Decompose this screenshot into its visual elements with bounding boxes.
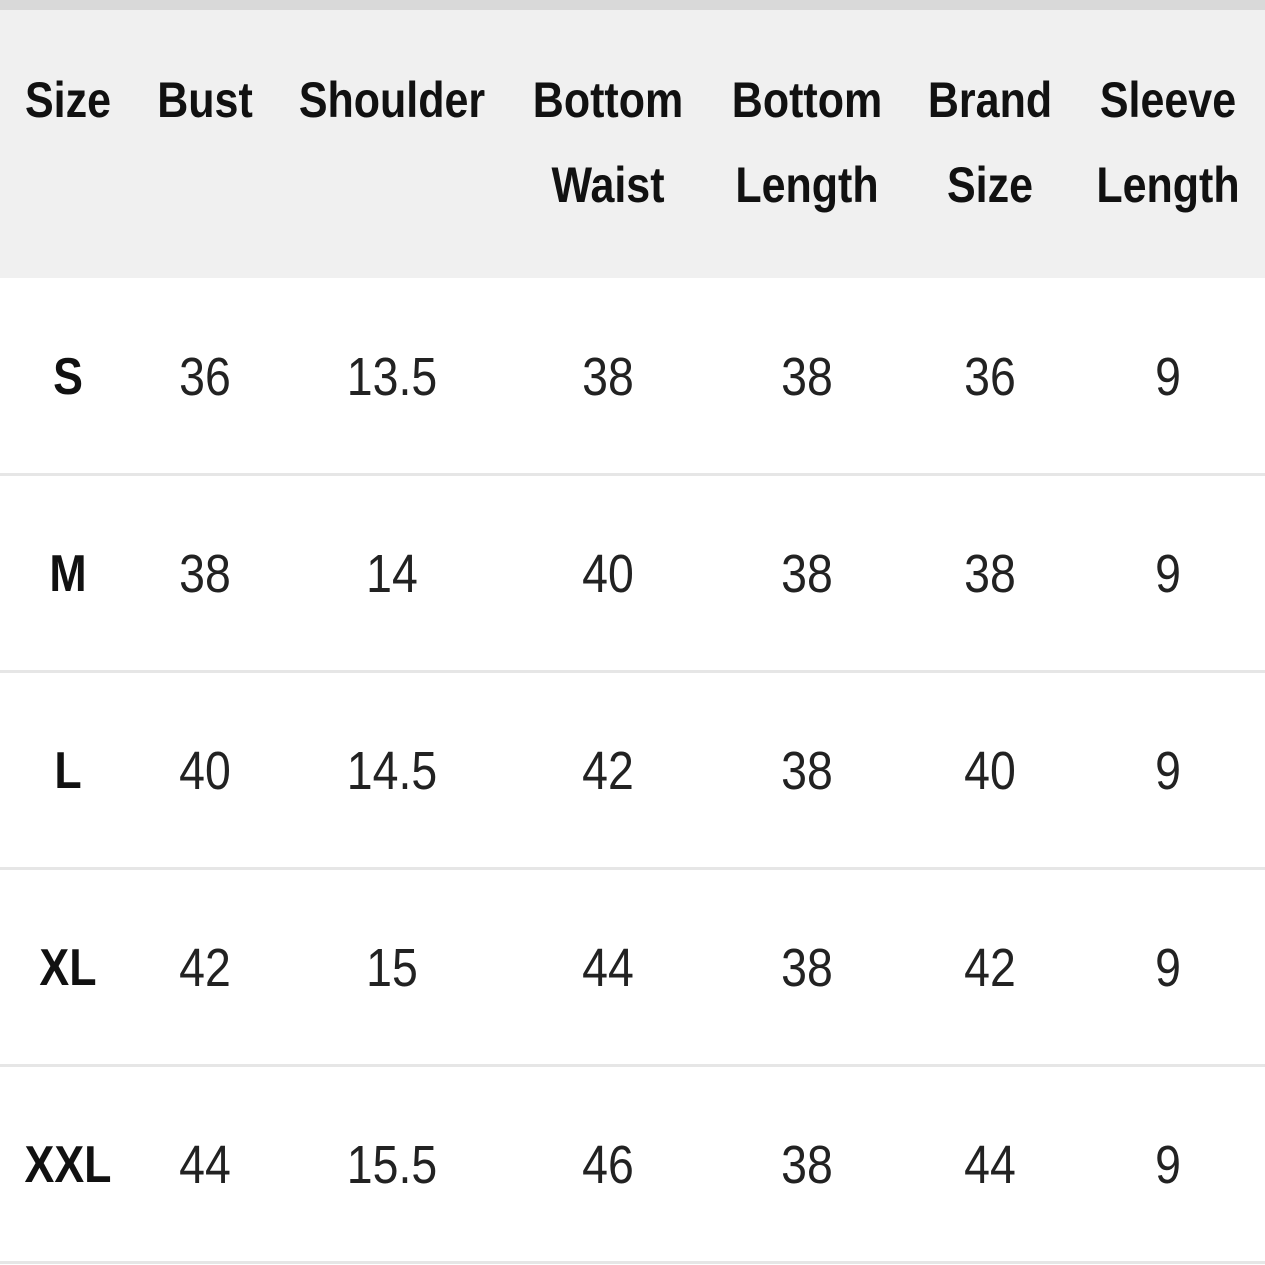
cell-value: 14.5	[346, 740, 438, 801]
cell-value: 38	[781, 740, 833, 801]
column-header: Bottom	[731, 72, 883, 128]
column-header: Length	[1096, 157, 1240, 213]
cell-value: 42	[964, 937, 1016, 998]
cell-value: 46	[582, 1134, 634, 1195]
column-header: Length	[735, 157, 879, 213]
cell-value: 38	[964, 543, 1016, 604]
size-label: L	[54, 741, 82, 800]
cell-value: 13.5	[346, 346, 438, 407]
cell-value: 36	[964, 346, 1016, 407]
cell-value: 40	[964, 740, 1016, 801]
column-header: Waist	[551, 157, 665, 213]
cell-value: 42	[582, 740, 634, 801]
column-header: Bust	[157, 72, 253, 128]
cell-value: 15	[366, 937, 418, 998]
cell-value: 38	[781, 543, 833, 604]
header-band	[0, 10, 1265, 278]
cell-value: 38	[781, 937, 833, 998]
cell-value: 40	[582, 543, 634, 604]
column-header: Brand	[927, 72, 1053, 128]
cell-value: 38	[582, 346, 634, 407]
row-separator	[0, 1261, 1265, 1264]
cell-value: 44	[179, 1134, 231, 1195]
size-label: S	[53, 347, 83, 406]
cell-value: 9	[1155, 937, 1181, 998]
cell-value: 9	[1155, 543, 1181, 604]
row-separator	[0, 867, 1265, 870]
cell-value: 9	[1155, 1134, 1181, 1195]
cell-value: 15.5	[346, 1134, 438, 1195]
column-header: Shoulder	[298, 72, 486, 128]
cell-value: 40	[179, 740, 231, 801]
cell-value: 44	[582, 937, 634, 998]
cell-value: 9	[1155, 740, 1181, 801]
column-header: Size	[24, 72, 112, 128]
cell-value: 44	[964, 1134, 1016, 1195]
column-header: Sleeve	[1099, 72, 1237, 128]
cell-value: 38	[179, 543, 231, 604]
row-separator	[0, 1064, 1265, 1067]
cell-value: 38	[781, 346, 833, 407]
cell-value: 14	[366, 543, 418, 604]
cell-value: 36	[179, 346, 231, 407]
size-label: XXL	[24, 1135, 112, 1194]
cell-value: 38	[781, 1134, 833, 1195]
cell-value: 9	[1155, 346, 1181, 407]
row-separator	[0, 473, 1265, 476]
column-header: Size	[946, 157, 1034, 213]
row-separator	[0, 670, 1265, 673]
cell-value: 42	[179, 937, 231, 998]
size-label: XL	[39, 938, 97, 997]
size-label: M	[49, 544, 87, 603]
top-bar	[0, 0, 1265, 10]
column-header: Bottom	[532, 72, 684, 128]
